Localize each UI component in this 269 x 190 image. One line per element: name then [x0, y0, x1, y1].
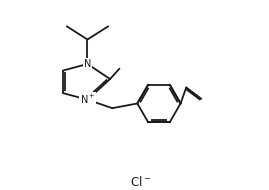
- Text: Cl$^-$: Cl$^-$: [129, 175, 151, 188]
- Text: N$^+$: N$^+$: [80, 93, 95, 106]
- Text: N: N: [84, 59, 91, 69]
